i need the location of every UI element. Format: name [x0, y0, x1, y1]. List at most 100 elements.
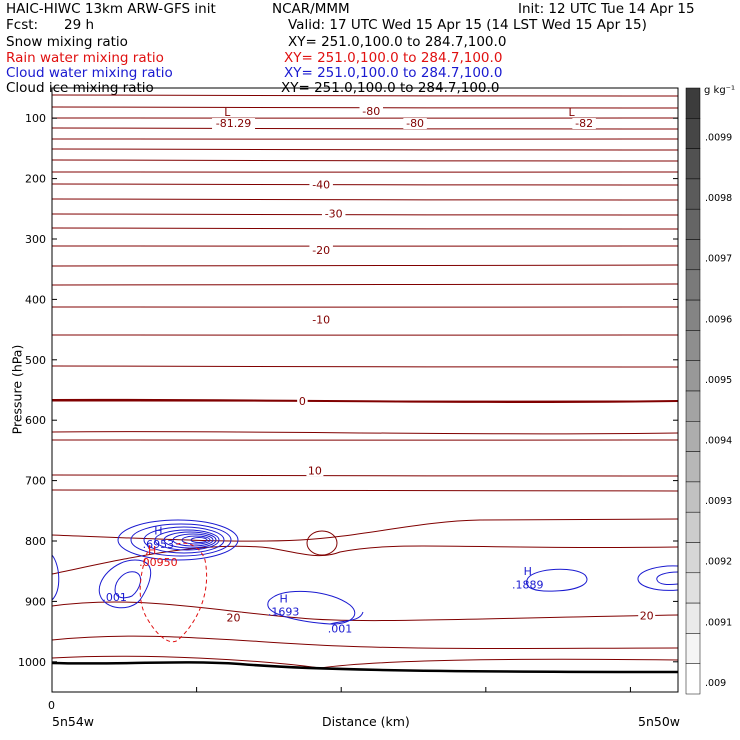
rain-water-label: .00950 [139, 556, 178, 569]
cloud-water-contour [190, 537, 208, 543]
colorbar-swatch [685, 87, 701, 119]
colorbar-tick-label: .0098 [705, 193, 732, 204]
colorbar-tick-label: .0097 [705, 254, 732, 265]
temperature-contour-label: 20 [227, 612, 241, 625]
label-background [403, 118, 427, 130]
cloud-water-label: .1693 [268, 606, 300, 619]
temperature-contour-line [51, 94, 679, 97]
colorbar-swatch [685, 481, 701, 513]
field-snow-xy: XY= 251.0,100.0 to 284.7,100.0 [288, 34, 507, 50]
rain-water-label: H [148, 544, 156, 557]
plot-frame [51, 87, 679, 693]
temperature-contour-line [51, 245, 679, 247]
colorbar-tick-label: .0099 [705, 132, 732, 143]
colorbar-tick-label: .0094 [705, 435, 732, 446]
temperature-contour-label: -81.29 [216, 117, 251, 130]
field-cloud-water: Cloud water mixing ratio [6, 65, 173, 81]
temperature-contour-line [51, 306, 679, 308]
temperature-contour-label: -20 [312, 244, 330, 257]
temperature-contour-line [51, 439, 679, 441]
temperature-contour-line [51, 213, 679, 216]
cloud-water-contour [114, 571, 142, 599]
x-left-label: 5n54w [52, 714, 95, 729]
temperature-contour-line [51, 227, 679, 230]
x-tick-zero: 0 [48, 699, 55, 712]
cloud-water-contour [143, 526, 225, 554]
field-rain: Rain water mixing ratio [6, 50, 164, 66]
temperature-contour-label: 10 [308, 464, 322, 477]
cloud-water-contour [637, 565, 679, 591]
label-background [359, 105, 384, 117]
field-cloud-water-xy: XY= 251.0,100.0 to 284.7,100.0 [284, 65, 503, 81]
colorbar-tick-label: .0093 [705, 496, 732, 507]
label-background [309, 314, 333, 326]
label-background [306, 465, 324, 477]
temperature-contour-label: -82 [575, 117, 593, 130]
field-rain-xy: XY= 251.0,100.0 to 284.7,100.0 [284, 50, 503, 66]
colorbar-swatch [685, 390, 701, 422]
field-snow: Snow mixing ratio [6, 34, 128, 50]
colorbar-tick-label: .0095 [705, 375, 732, 386]
org-label: NCAR/MMM [272, 1, 350, 17]
label-background [309, 179, 333, 191]
colorbar-tick-label: .009 [705, 678, 726, 689]
cloud-water-contour [98, 559, 152, 609]
rain-water-contour [139, 542, 208, 643]
temperature-contour-line [51, 171, 679, 173]
temperature-contours [51, 94, 679, 669]
colorbar-swatch [685, 421, 701, 452]
cloud-water-contours [51, 519, 679, 625]
temperature-contour-line [51, 198, 679, 201]
colorbar: .0099 .0098 .0097 .0096 .0095 .0094 .0093 .0092… [685, 87, 732, 695]
y-tick-label: 300 [25, 233, 46, 246]
y-tick-label: 800 [25, 535, 46, 548]
temperature-contour-line [51, 138, 679, 140]
temperature-contour-line [51, 183, 679, 186]
rain-water-contours [139, 542, 208, 643]
y-axis-label: Pressure (hPa) [9, 344, 25, 435]
colorbar-unit: g kg⁻¹ [704, 85, 735, 96]
ground-surface [51, 661, 679, 674]
x-axis-label: Distance (km) [322, 714, 410, 729]
colorbar-swatch [685, 239, 701, 271]
temperature-contour-line [51, 431, 679, 435]
temperature-contour-line [51, 635, 679, 649]
label-background [297, 395, 308, 407]
colorbar-tick-label: .0096 [705, 314, 732, 325]
cloud-water-label: .001 [328, 623, 353, 636]
cloud-water-label: .001 [102, 591, 127, 604]
colorbar-tick-label: .0092 [705, 557, 732, 568]
y-tick-label: 900 [25, 595, 46, 608]
colorbar-swatch [685, 602, 701, 634]
y-tick-label: 400 [25, 293, 46, 306]
x-right-label: 5n50w [638, 714, 681, 729]
label-background [309, 244, 333, 256]
temperature-contour-lobe [306, 530, 338, 556]
temperature-contour-line [51, 474, 679, 477]
y-tick-label: 500 [25, 354, 46, 367]
fcst-value: 29 h [64, 17, 95, 33]
y-tick-label: 1000 [18, 656, 46, 669]
temperature-contour-label: 0 [299, 395, 306, 408]
cloud-water-contour [130, 523, 232, 557]
temperature-contour-line [51, 365, 679, 368]
temperature-contour-line [51, 489, 679, 492]
chart-title: HAIC-HIWC 13km ARW-GFS init [6, 1, 216, 17]
y-tick-label: 200 [25, 173, 46, 186]
cloud-water-label: .1889 [512, 578, 544, 591]
y-tick-label: 600 [25, 414, 46, 427]
colorbar-swatch [685, 572, 701, 604]
temperature-contour-label: -80 [362, 105, 380, 118]
colorbar-swatch [685, 511, 701, 543]
colorbar-swatch [685, 663, 701, 695]
temperature-contour-line [51, 264, 679, 267]
zero-contour-line [51, 398, 679, 403]
temperature-contour-line [51, 601, 679, 622]
init-label: Init: 12 UTC Tue 14 Apr 15 [518, 1, 695, 17]
temperature-contour-line [51, 283, 679, 286]
colorbar-swatch [685, 178, 701, 210]
colorbar-swatch [685, 269, 701, 301]
label-background [638, 610, 656, 622]
